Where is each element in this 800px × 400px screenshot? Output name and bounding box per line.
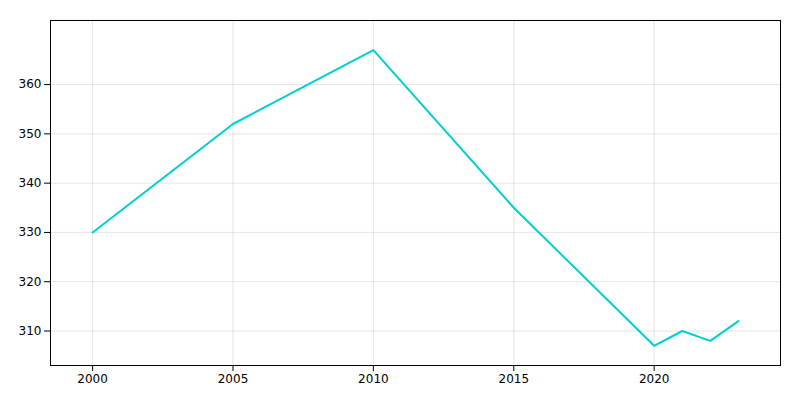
svg-text:2015: 2015 (498, 372, 529, 386)
svg-text:2020: 2020 (639, 372, 670, 386)
svg-text:320: 320 (19, 275, 42, 289)
svg-text:330: 330 (19, 225, 42, 239)
svg-text:2000: 2000 (77, 372, 108, 386)
svg-text:310: 310 (19, 324, 42, 338)
svg-text:360: 360 (19, 77, 42, 91)
svg-text:340: 340 (19, 176, 42, 190)
svg-text:2010: 2010 (358, 372, 389, 386)
svg-text:350: 350 (19, 127, 42, 141)
svg-text:2005: 2005 (218, 372, 249, 386)
